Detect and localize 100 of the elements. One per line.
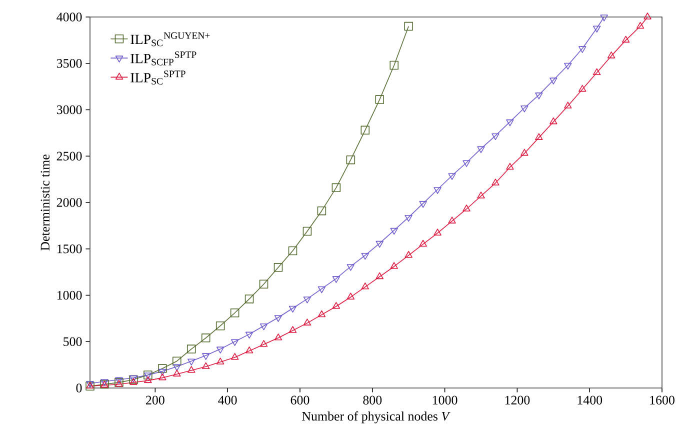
point <box>578 46 586 53</box>
y-axis-title: Deterministic time <box>40 154 50 250</box>
point <box>434 187 442 194</box>
point <box>434 228 442 236</box>
x-axis-title: Number of physical nodes V <box>302 411 450 424</box>
point <box>230 308 240 318</box>
point <box>173 370 181 376</box>
point <box>361 252 369 260</box>
x-tick-label: 400 <box>218 396 237 405</box>
legend-label: ILP$_{SC}$NGUYEN+ <box>130 32 210 46</box>
point <box>550 78 558 84</box>
point <box>376 240 384 248</box>
point <box>390 262 398 269</box>
point <box>578 84 586 92</box>
x-tick-label: 600 <box>290 396 310 405</box>
point <box>318 310 326 318</box>
point <box>506 119 514 126</box>
point <box>332 302 340 309</box>
point <box>564 62 572 70</box>
legend-label: ILP$_{SC}$SPTP <box>130 70 186 85</box>
point <box>419 240 427 247</box>
point <box>201 334 210 342</box>
point <box>448 216 456 224</box>
point <box>477 192 485 198</box>
legend-label: ILP$_{SCFP}$SPTP <box>130 51 196 66</box>
point <box>592 26 601 33</box>
point <box>188 358 196 366</box>
point <box>492 178 500 186</box>
point <box>186 344 196 354</box>
point <box>188 366 196 373</box>
point <box>462 160 470 167</box>
point <box>332 276 340 283</box>
y-tick-label: 1000 <box>57 290 82 300</box>
point <box>390 228 398 235</box>
point <box>462 204 470 212</box>
point <box>535 92 543 100</box>
point <box>288 246 298 256</box>
point <box>216 321 225 330</box>
point <box>216 358 224 364</box>
point <box>492 133 500 140</box>
point <box>376 272 384 280</box>
point <box>346 264 355 271</box>
point <box>550 117 558 124</box>
point <box>520 148 528 156</box>
point <box>592 68 601 76</box>
x-tick-label: 1200 <box>505 396 530 405</box>
x-tick-label: 800 <box>363 396 382 405</box>
point <box>303 318 312 326</box>
point <box>600 14 608 22</box>
point <box>202 362 210 370</box>
point <box>607 52 616 58</box>
point <box>230 339 239 346</box>
y-tick-label: 1500 <box>57 244 82 254</box>
point <box>260 323 268 330</box>
point <box>448 173 456 180</box>
point <box>144 376 152 383</box>
point <box>216 346 224 354</box>
point <box>644 12 652 20</box>
point <box>375 95 384 104</box>
y-tick-label: 3500 <box>56 59 82 68</box>
point <box>390 60 398 70</box>
point <box>332 183 341 192</box>
point <box>158 364 167 373</box>
x-tick-label: 1600 <box>650 396 674 405</box>
point <box>346 292 355 300</box>
point <box>245 346 254 354</box>
point <box>288 326 297 333</box>
x-tick-label: 1400 <box>578 396 602 405</box>
point <box>245 332 254 339</box>
y-tick-label: 4000 <box>56 12 82 22</box>
x-tick-label: 200 <box>146 396 164 405</box>
y-tick-label: 3000 <box>56 105 82 114</box>
point <box>230 353 239 360</box>
point <box>318 286 326 294</box>
point <box>360 126 370 135</box>
point <box>419 201 427 208</box>
point <box>158 373 166 380</box>
point <box>535 133 543 140</box>
point <box>173 364 181 372</box>
y-tick-label: 500 <box>64 337 82 346</box>
point <box>477 146 485 154</box>
y-tick-label: 0 <box>76 384 82 392</box>
y-tick-label: 2000 <box>56 198 82 207</box>
point <box>564 102 572 108</box>
point <box>274 334 282 340</box>
point <box>202 353 210 360</box>
point <box>274 315 282 322</box>
point <box>520 106 528 112</box>
point <box>361 282 369 290</box>
point <box>260 340 268 347</box>
x-tick-label: 1000 <box>432 396 458 405</box>
point <box>636 22 644 29</box>
point <box>115 377 123 384</box>
point <box>158 368 166 376</box>
point <box>622 36 630 43</box>
point <box>302 226 312 236</box>
point <box>404 22 413 31</box>
point <box>506 162 514 170</box>
point <box>172 356 182 366</box>
point <box>274 263 283 272</box>
